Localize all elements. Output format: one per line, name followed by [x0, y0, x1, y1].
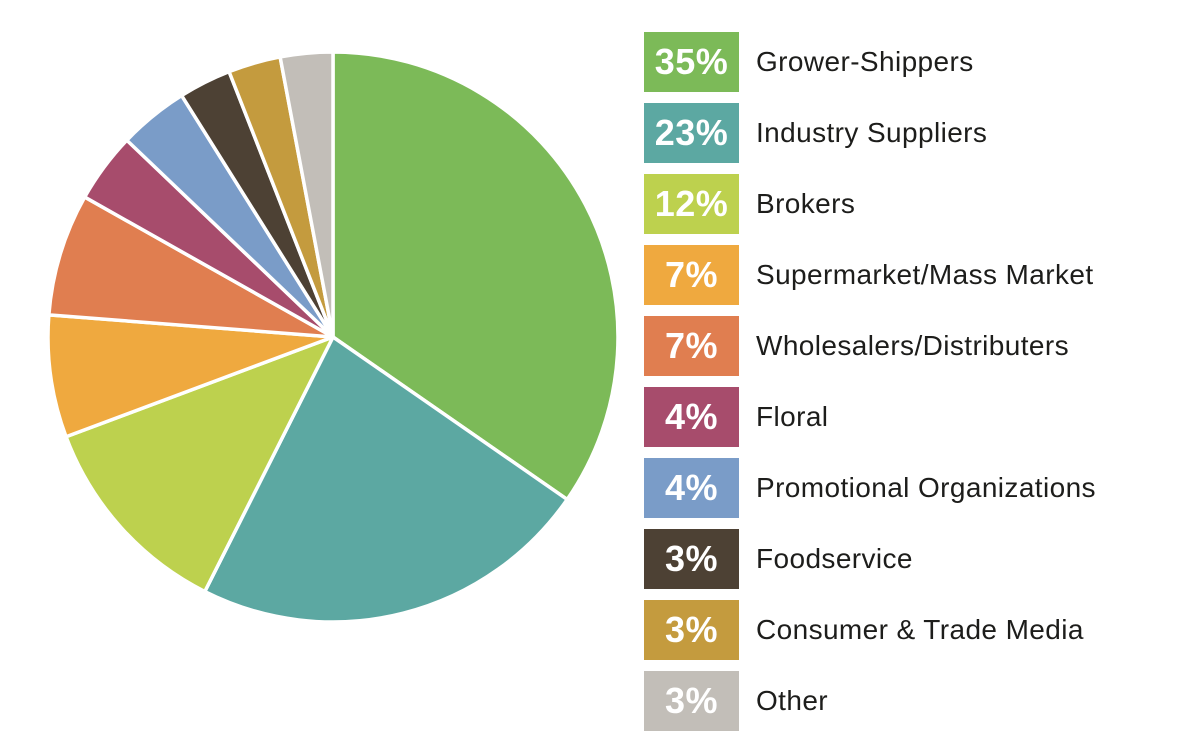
legend-value: 7%	[664, 325, 719, 366]
legend-item-consumer-trade-media: 3% Consumer & Trade Media	[644, 600, 1096, 660]
legend-label: Brokers	[756, 188, 856, 219]
legend-item-brokers: 12% Brokers	[644, 174, 1096, 234]
legend-value: 35%	[654, 41, 729, 82]
legend-swatch: 3%	[644, 600, 739, 660]
legend-value: 3%	[664, 609, 719, 650]
legend-value: 12%	[654, 183, 729, 224]
legend-item-promotional-organizations: 4% Promotional Organizations	[644, 458, 1096, 518]
legend-item-industry-suppliers: 23% Industry Suppliers	[644, 103, 1096, 163]
legend-swatch: 3%	[644, 529, 739, 589]
legend-label: Floral	[756, 401, 829, 432]
pie-slice-grower-shippers	[331, 50, 620, 502]
legend-swatch: 7%	[644, 316, 739, 376]
legend-label: Supermarket/Mass Market	[756, 259, 1094, 290]
legend-item-other: 3% Other	[644, 671, 1096, 731]
legend-item-grower-shippers: 35% Grower-Shippers	[644, 32, 1096, 92]
legend: 35% Grower-Shippers 23% Industry Suppliers 1…	[644, 32, 1096, 731]
legend-label: Foodservice	[756, 543, 913, 574]
legend-value: 3%	[664, 538, 719, 579]
pie-slice-other	[278, 50, 335, 339]
pie-slice-wholesalers-distributers	[47, 195, 335, 339]
pie-slice-supermarket-mass-market	[46, 313, 335, 439]
legend-swatch: 4%	[644, 458, 739, 518]
legend-swatch: 23%	[644, 103, 739, 163]
legend-item-wholesalers-distributers: 7% Wholesalers/Distributers	[644, 316, 1096, 376]
legend-value: 4%	[664, 396, 719, 437]
legend-swatch: 4%	[644, 387, 739, 447]
legend-label: Other	[756, 685, 829, 716]
legend-value: 4%	[664, 467, 719, 508]
legend-item-supermarket-mass-market: 7% Supermarket/Mass Market	[644, 245, 1096, 305]
pie-slice-brokers	[64, 335, 335, 594]
legend-value: 3%	[664, 680, 719, 721]
legend-label: Wholesalers/Distributers	[756, 330, 1070, 361]
legend-swatch: 3%	[644, 671, 739, 731]
legend-label: Grower-Shippers	[756, 46, 974, 77]
legend-item-floral: 4% Floral	[644, 387, 1096, 447]
legend-swatch: 7%	[644, 245, 739, 305]
legend-label: Promotional Organizations	[756, 472, 1096, 503]
legend-swatch: 35%	[644, 32, 739, 92]
pie-slice-industry-suppliers	[203, 335, 569, 624]
legend-value: 23%	[654, 112, 729, 153]
legend-item-foodservice: 3% Foodservice	[644, 529, 1096, 589]
legend-label: Industry Suppliers	[756, 117, 988, 148]
legend-value: 7%	[664, 254, 719, 295]
legend-swatch: 12%	[644, 174, 739, 234]
legend-label: Consumer & Trade Media	[756, 614, 1084, 645]
